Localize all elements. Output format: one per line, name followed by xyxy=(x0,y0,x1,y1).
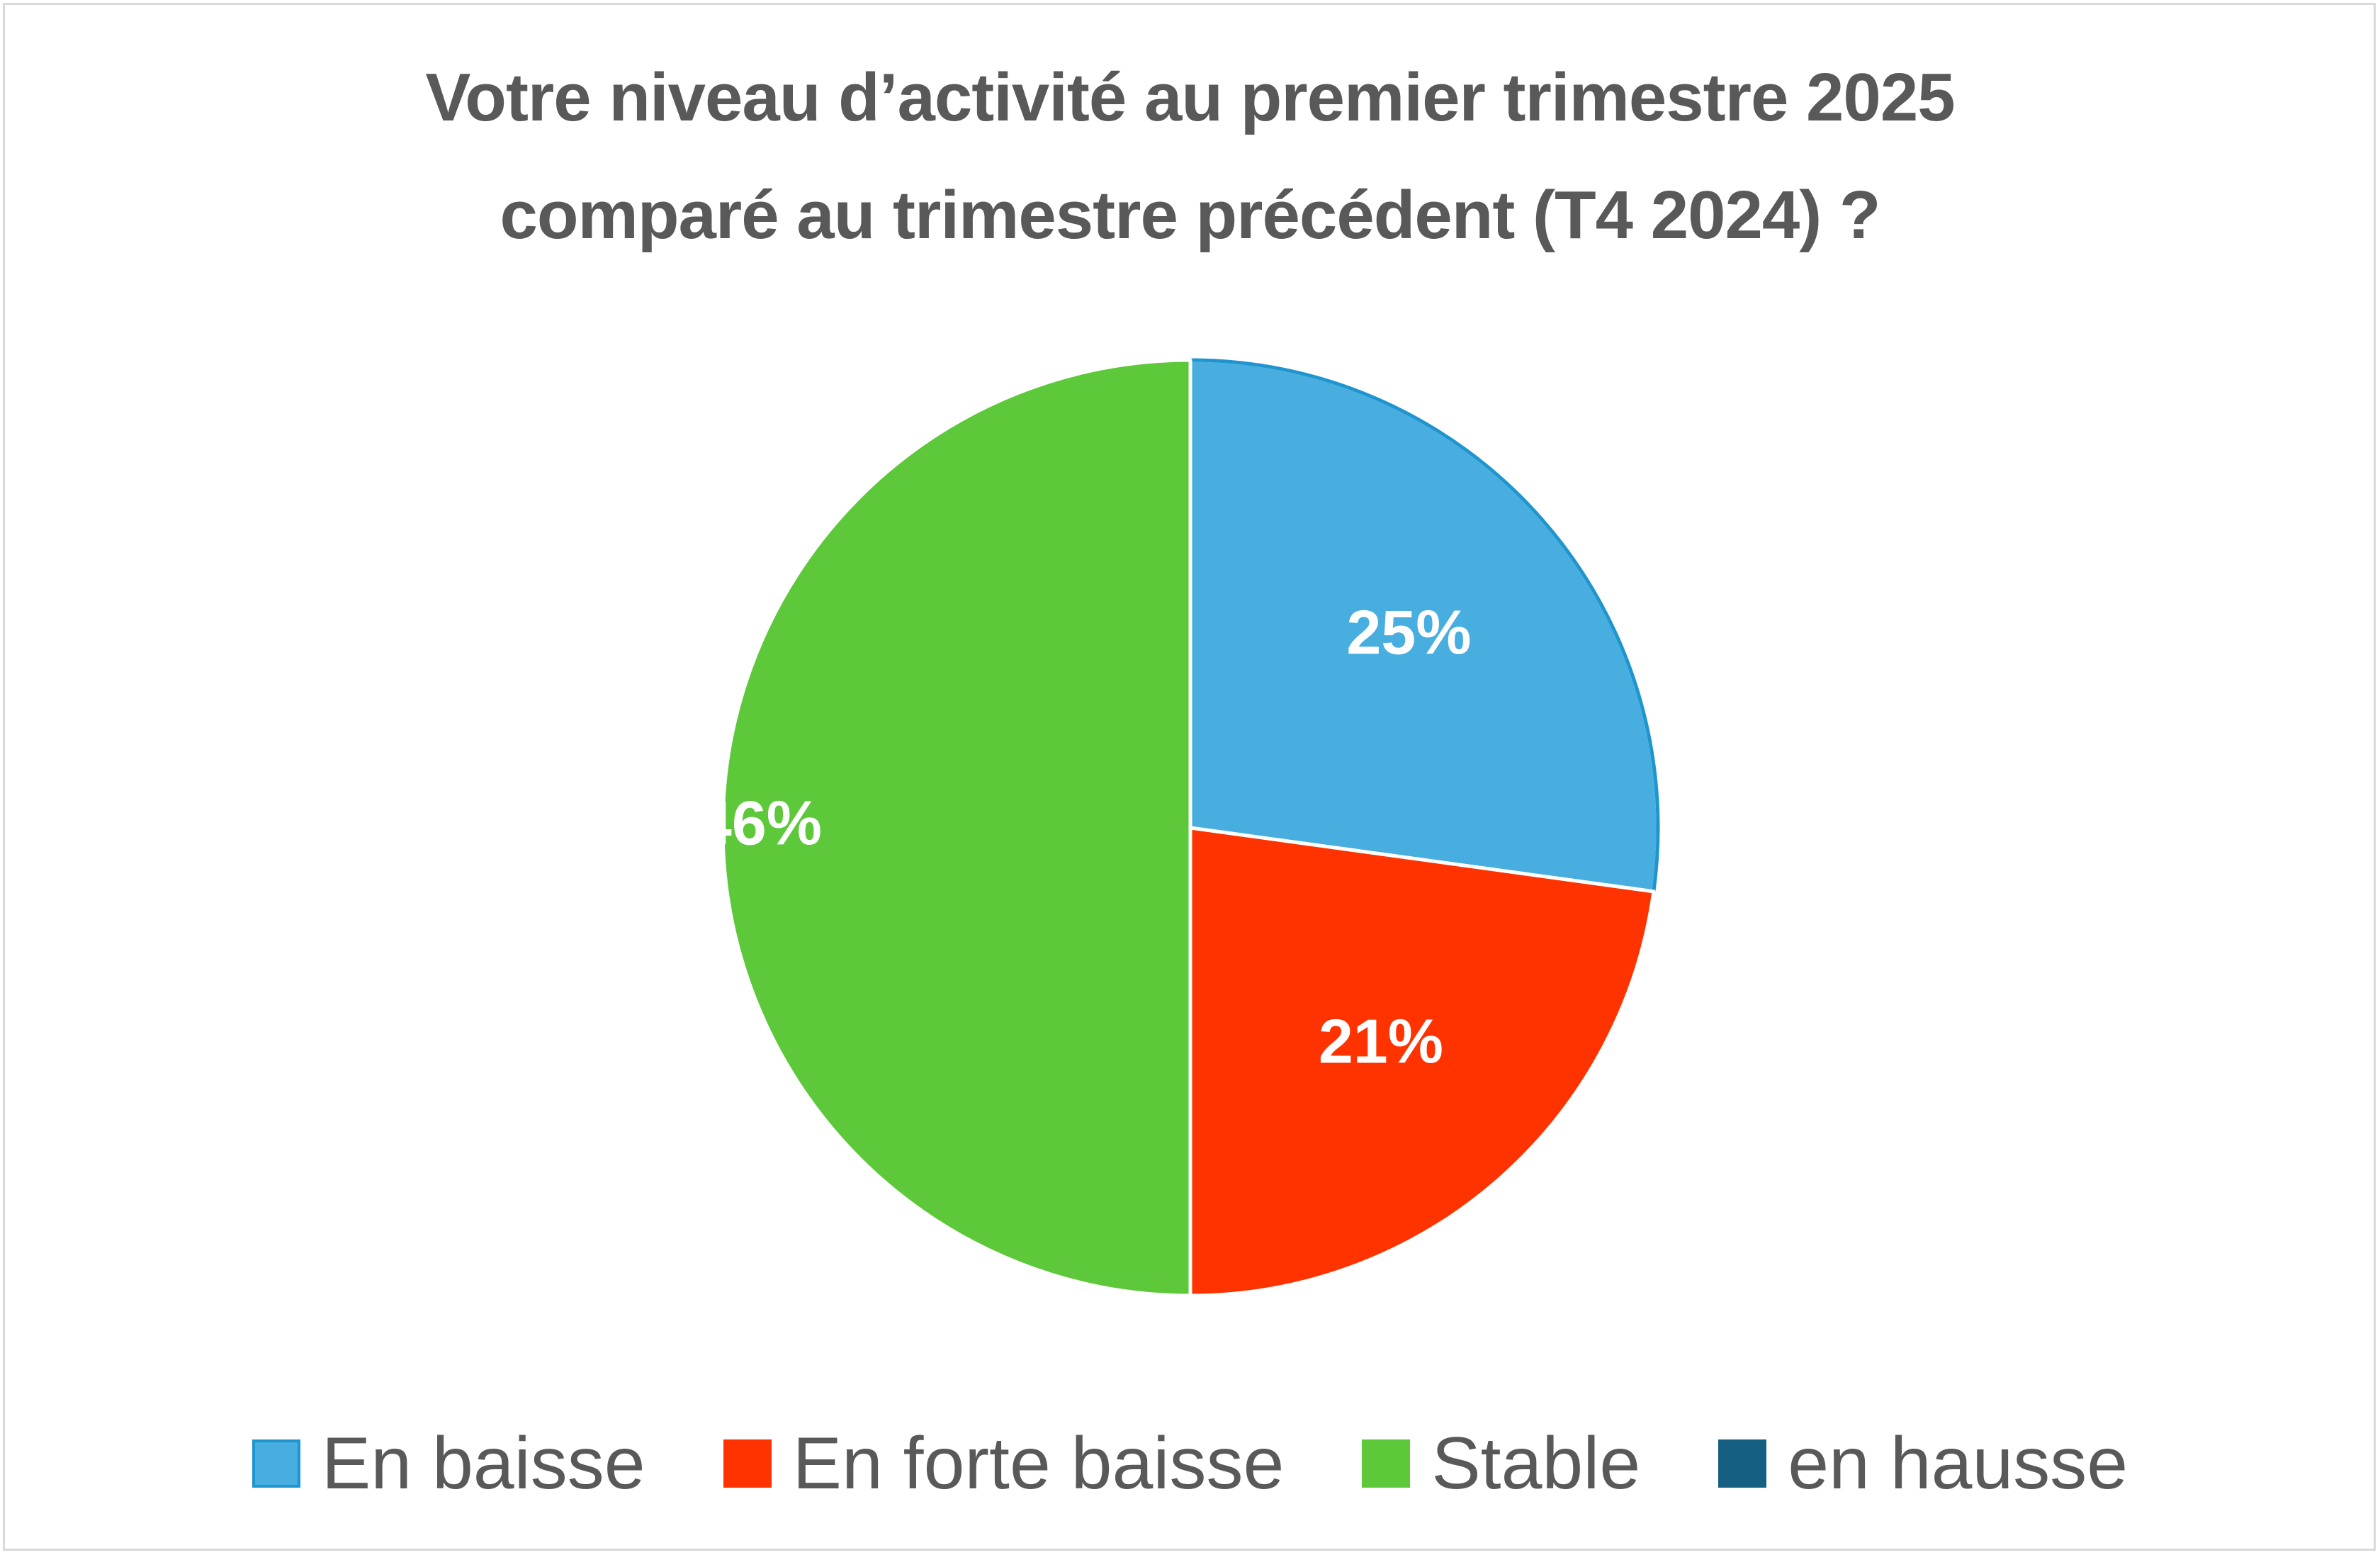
pie-slice-en-forte-baisse xyxy=(1188,826,1656,1298)
chart-title-line-1: Votre niveau d’activité au premier trime… xyxy=(425,60,1955,135)
chart-title-line-2: comparé au trimestre précédent (T4 2024)… xyxy=(500,177,1880,253)
pie-slice-edge xyxy=(1190,358,1660,892)
legend-label: en hausse xyxy=(1788,1422,2128,1505)
data-label: 21% xyxy=(1319,1006,1443,1077)
pie-data-labels: 25% 21% 46% xyxy=(697,597,1472,1076)
legend-item: en hausse xyxy=(1718,1427,2128,1500)
legend-item: Stable xyxy=(1362,1427,1640,1500)
data-label: 25% xyxy=(1346,597,1471,667)
legend-swatch xyxy=(1362,1439,1411,1488)
legend-swatch xyxy=(1718,1439,1767,1488)
legend: En baisse En forte baisse Stable en hausse xyxy=(0,1414,2380,1513)
pie-slice-stable xyxy=(721,358,1192,1298)
data-label: 46% xyxy=(697,787,822,858)
legend-label: Stable xyxy=(1431,1422,1641,1505)
legend-label: En baisse xyxy=(321,1422,645,1505)
legend-swatch xyxy=(252,1439,300,1488)
pie-slices xyxy=(721,358,1660,1298)
chart-title: Votre niveau d’activité au premier trime… xyxy=(0,39,2380,274)
legend-item: En forte baisse xyxy=(723,1422,1285,1505)
legend-item: En baisse xyxy=(252,1427,645,1500)
legend-swatch xyxy=(723,1439,772,1488)
legend-label: En forte baisse xyxy=(792,1422,1285,1505)
